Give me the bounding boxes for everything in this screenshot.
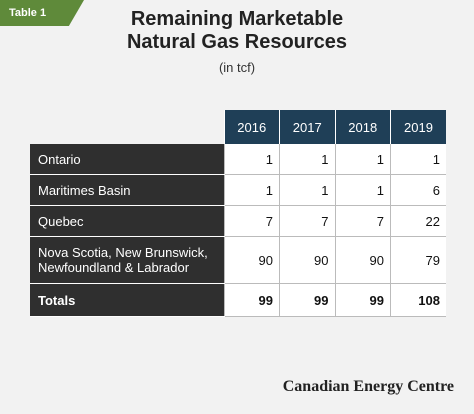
table-subtitle: (in tcf) <box>218 60 256 75</box>
table-cell: 7 <box>334 205 391 237</box>
title-line-2: Natural Gas Resources <box>126 31 348 53</box>
table-row-atlantic-provinces: Nova Scotia, New Brunswick, Newfoundland… <box>30 236 446 284</box>
table-cell: 1 <box>390 144 446 175</box>
row-label: Nova Scotia, New Brunswick, Newfoundland… <box>30 236 224 284</box>
resources-table: 2016 2017 2018 2019 Ontario 1 1 1 1 Mari… <box>30 110 446 317</box>
header-corner <box>30 110 224 144</box>
row-label: Quebec <box>30 205 224 237</box>
table-cell: 79 <box>390 236 446 284</box>
table-cell: 90 <box>223 236 280 284</box>
row-label: Totals <box>30 283 224 317</box>
table-cell: 1 <box>334 144 391 175</box>
row-label: Ontario <box>30 144 224 175</box>
column-header-2019: 2019 <box>390 110 446 144</box>
table-cell: 1 <box>223 144 280 175</box>
table-cell: 22 <box>390 205 446 237</box>
table-cell: 1 <box>279 144 335 175</box>
table-number-tag: Table 1 <box>0 0 84 26</box>
table-cell: 99 <box>223 283 280 317</box>
table-cell: 90 <box>279 236 335 284</box>
table-row-maritimes-basin: Maritimes Basin 1 1 1 6 <box>30 174 446 206</box>
table-cell: 7 <box>279 205 335 237</box>
row-label: Maritimes Basin <box>30 174 224 206</box>
row-label-line-2: Newfoundland & Labrador <box>38 260 190 275</box>
source-logo-text: Canadian Energy Centre <box>282 378 454 395</box>
table-number-label: Table 1 <box>9 7 47 19</box>
table-cell: 1 <box>279 174 335 206</box>
column-header-2017: 2017 <box>279 110 335 144</box>
table-cell: 99 <box>279 283 335 317</box>
column-header-2016: 2016 <box>223 110 280 144</box>
table-cell: 7 <box>223 205 280 237</box>
table-header-row: 2016 2017 2018 2019 <box>30 110 446 144</box>
table-cell: 90 <box>334 236 391 284</box>
table-cell: 99 <box>334 283 391 317</box>
table-row-totals: Totals 99 99 99 108 <box>30 283 446 317</box>
table-cell: 1 <box>223 174 280 206</box>
title-line-1: Remaining Marketable <box>130 8 344 30</box>
table-cell: 1 <box>334 174 391 206</box>
table-cell: 6 <box>390 174 446 206</box>
table-title: Remaining Marketable Natural Gas Resourc… <box>0 8 474 54</box>
table-row-ontario: Ontario 1 1 1 1 <box>30 144 446 175</box>
table-row-quebec: Quebec 7 7 7 22 <box>30 205 446 237</box>
table-cell: 108 <box>390 283 446 317</box>
row-label-line-1: Nova Scotia, New Brunswick, <box>38 245 208 260</box>
column-header-2018: 2018 <box>334 110 391 144</box>
